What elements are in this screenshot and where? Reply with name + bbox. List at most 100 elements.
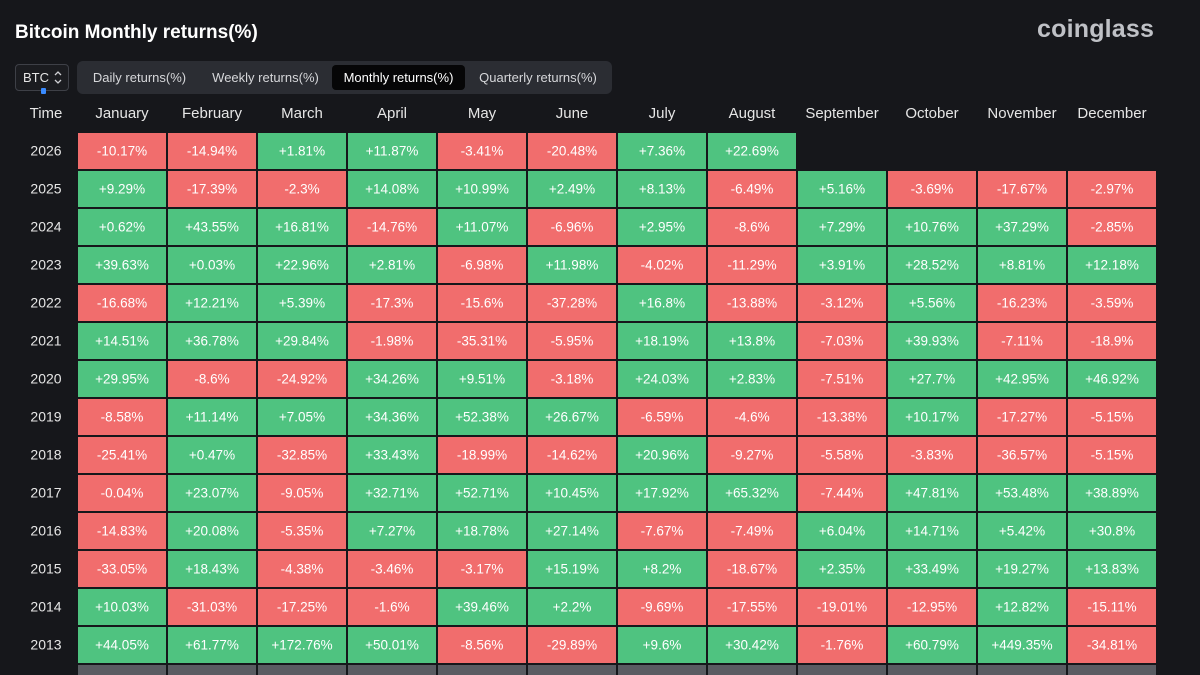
heatmap-cell xyxy=(528,209,616,245)
heatmap-cell xyxy=(168,437,256,473)
cell-value: +32.71% xyxy=(365,486,419,501)
cell-value: +10.45% xyxy=(545,486,599,501)
heatmap-cell xyxy=(168,513,256,549)
heatmap-cell xyxy=(168,475,256,511)
cell-value: +39.93% xyxy=(905,334,959,349)
cell-value: +0.03% xyxy=(189,258,235,273)
year-label: 2014 xyxy=(30,599,61,615)
heatmap-cell xyxy=(348,361,436,397)
coinglass-logo: coinglass xyxy=(1037,15,1155,43)
heatmap-cell xyxy=(348,285,436,321)
cell-value: +13.83% xyxy=(1085,562,1139,577)
heatmap-cell xyxy=(618,551,706,587)
heatmap-cell xyxy=(1068,361,1156,397)
heatmap-cell xyxy=(438,627,526,663)
heatmap-cell xyxy=(258,513,346,549)
heatmap-cell xyxy=(708,323,796,359)
cell-value: +18.43% xyxy=(185,562,239,577)
heatmap-cell xyxy=(708,399,796,435)
cell-value: -15.6% xyxy=(461,296,504,311)
year-label: 2019 xyxy=(30,409,61,425)
heatmap-cell xyxy=(78,627,166,663)
heatmap-cell xyxy=(798,171,886,207)
year-label: 2018 xyxy=(30,447,61,463)
heatmap-cell xyxy=(438,285,526,321)
cell-value: -1.98% xyxy=(371,334,414,349)
cell-value: +12.21% xyxy=(185,296,239,311)
tab-quarterly-returns[interactable]: Quarterly returns(%) xyxy=(479,70,597,85)
page-title: Bitcoin Monthly returns(%) xyxy=(15,22,258,43)
cell-value: +52.38% xyxy=(455,410,509,425)
heatmap-cell xyxy=(798,361,886,397)
heatmap-cell xyxy=(168,285,256,321)
heatmap-cell xyxy=(1068,247,1156,283)
heatmap-cell-cutoff xyxy=(1068,665,1156,675)
heatmap-cell xyxy=(348,323,436,359)
cell-value: -4.6% xyxy=(734,410,769,425)
heatmap-cell xyxy=(258,247,346,283)
year-label: 2025 xyxy=(30,181,61,197)
heatmap-cell xyxy=(888,513,976,549)
tab-monthly-returns[interactable]: Monthly returns(%) xyxy=(332,65,465,90)
cell-value: -18.9% xyxy=(1091,334,1134,349)
month-header: August xyxy=(729,105,777,122)
heatmap-cell xyxy=(708,285,796,321)
cell-value: +50.01% xyxy=(365,638,419,653)
heatmap-cell xyxy=(528,133,616,169)
cell-value: +28.52% xyxy=(905,258,959,273)
cell-value: -18.67% xyxy=(727,562,777,577)
cell-value: -33.05% xyxy=(97,562,147,577)
cell-value: -25.41% xyxy=(97,448,147,463)
heatmap-cell xyxy=(528,437,616,473)
cell-value: -17.3% xyxy=(371,296,414,311)
heatmap-cell xyxy=(978,285,1066,321)
cell-value: +10.76% xyxy=(905,220,959,235)
heatmap-cell xyxy=(978,513,1066,549)
heatmap-cell xyxy=(618,323,706,359)
heatmap-cell xyxy=(978,437,1066,473)
heatmap-cell xyxy=(168,133,256,169)
cell-value: -7.67% xyxy=(641,524,684,539)
heatmap-cell xyxy=(438,475,526,511)
tab-daily-returns[interactable]: Daily returns(%) xyxy=(92,70,187,85)
cell-value: -7.51% xyxy=(821,372,864,387)
heatmap-cell xyxy=(348,551,436,587)
heatmap-cell xyxy=(618,399,706,435)
cell-value: -14.62% xyxy=(547,448,597,463)
cell-value: +2.2% xyxy=(553,600,592,615)
heatmap-cell xyxy=(978,627,1066,663)
cell-value: +27.7% xyxy=(909,372,955,387)
asset-selector[interactable]: BTC xyxy=(15,64,69,94)
month-header: July xyxy=(649,105,676,122)
cell-value: -7.03% xyxy=(821,334,864,349)
cell-value: -9.05% xyxy=(281,486,324,501)
heatmap-cell xyxy=(348,399,436,435)
heatmap-cell xyxy=(78,133,166,169)
cell-value: -7.11% xyxy=(1001,334,1043,349)
tab-weekly-returns[interactable]: Weekly returns(%) xyxy=(212,70,319,85)
cell-value: +42.95% xyxy=(995,372,1049,387)
cell-value: -14.76% xyxy=(367,220,417,235)
cell-value: -3.83% xyxy=(911,448,954,463)
cell-value: +24.03% xyxy=(635,372,689,387)
heatmap-cell xyxy=(1068,513,1156,549)
heatmap-cell xyxy=(888,171,976,207)
cell-value: -4.38% xyxy=(281,562,324,577)
heatmap-cell xyxy=(168,589,256,625)
cell-value: +11.98% xyxy=(546,258,599,273)
heatmap-cell-cutoff xyxy=(78,665,166,675)
cell-value: -2.97% xyxy=(1091,182,1134,197)
heatmap-cell xyxy=(708,627,796,663)
heatmap-cell xyxy=(618,171,706,207)
cell-value: +20.08% xyxy=(185,524,239,539)
cell-value: -6.98% xyxy=(461,258,504,273)
heatmap-cell-cutoff xyxy=(888,665,976,675)
cell-value: -3.41% xyxy=(461,144,504,159)
cell-value: -3.17% xyxy=(461,562,504,577)
heatmap-cell xyxy=(1068,285,1156,321)
heatmap-cell xyxy=(438,323,526,359)
heatmap-cell xyxy=(888,475,976,511)
heatmap-cell xyxy=(1068,475,1156,511)
cell-value: -8.58% xyxy=(101,410,144,425)
